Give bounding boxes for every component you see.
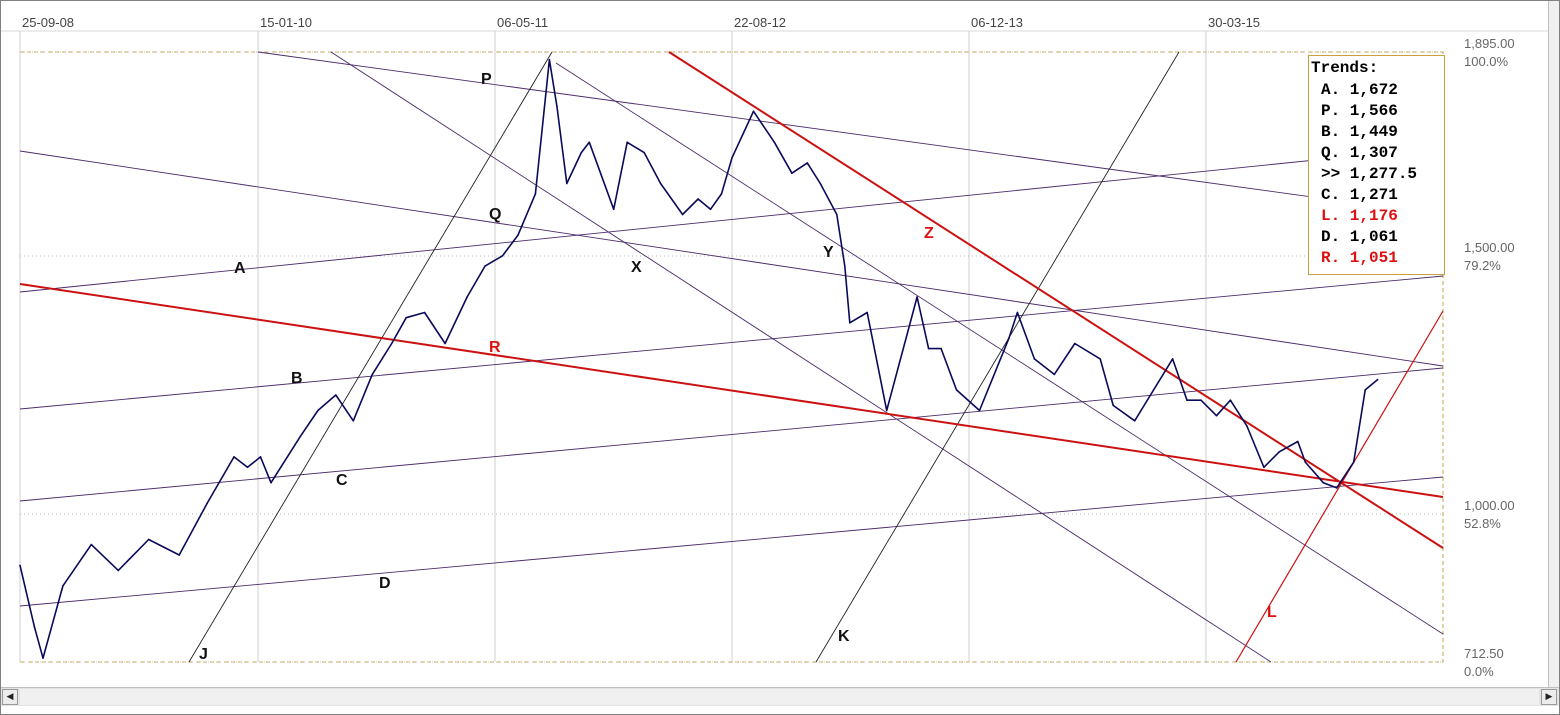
date-tick-label: 22-08-12 <box>734 15 786 30</box>
trend-row-q: Q. 1,307 <box>1321 144 1398 162</box>
pct-tick-label: 100.0% <box>1464 54 1509 69</box>
trend-row-p: P. 1,566 <box>1321 102 1398 120</box>
pct-tick-label: 79.2% <box>1464 258 1501 273</box>
trend-row-current: >> 1,277.5 <box>1321 165 1418 183</box>
price-chart: 25-09-08 15-01-10 06-05-11 22-08-12 06-12-13… <box>1 15 1548 679</box>
trend-row-l: L. 1,176 <box>1321 207 1398 225</box>
trends-title: Trends: <box>1311 59 1379 77</box>
trend-row-a: A. 1,672 <box>1321 81 1398 99</box>
date-tick-label: 15-01-10 <box>260 15 312 30</box>
horizontal-scrollbar[interactable]: ◀ ▶ <box>1 687 1559 706</box>
trend-label-q: Q <box>489 206 501 223</box>
scrollbar-track[interactable] <box>20 689 1539 705</box>
trend-line-k <box>815 51 1180 663</box>
date-tick-label: 06-12-13 <box>971 15 1023 30</box>
trend-label-x: X <box>631 259 642 276</box>
trend-label-d: D <box>379 575 391 592</box>
arrow-right-icon[interactable]: ▶ <box>1541 689 1557 705</box>
trend-label-r: R <box>489 339 501 356</box>
trend-line-c <box>19 367 1444 502</box>
price-tick-label: 1,500.00 <box>1464 240 1515 255</box>
trend-row-c: C. 1,271 <box>1321 186 1398 204</box>
trend-line-z <box>668 51 1444 549</box>
trend-line-d <box>19 476 1444 607</box>
trend-label-k: K <box>838 628 850 645</box>
price-series-line <box>19 58 1379 659</box>
right-edge-strip <box>1548 1 1559 687</box>
price-tick-label: 712.50 <box>1464 646 1504 661</box>
trend-label-b: B <box>291 370 303 387</box>
trend-line-p <box>257 51 1444 216</box>
trend-label-y: Y <box>823 244 834 261</box>
trend-line-q <box>19 150 1444 367</box>
trend-line-x <box>330 51 1272 663</box>
trend-line-l <box>1235 310 1444 663</box>
trend-label-j: J <box>199 646 208 663</box>
trend-row-d: D. 1,061 <box>1321 228 1398 246</box>
trend-label-l: L <box>1267 604 1277 621</box>
trend-label-p: P <box>481 71 492 88</box>
price-tick-label: 1,000.00 <box>1464 498 1515 513</box>
price-tick-label: 1,895.00 <box>1464 36 1515 51</box>
trend-row-r: R. 1,051 <box>1321 249 1398 267</box>
trend-line-y <box>555 62 1444 635</box>
pct-tick-label: 0.0% <box>1464 664 1494 679</box>
date-tick-label: 25-09-08 <box>22 15 74 30</box>
trend-line-a <box>19 146 1444 293</box>
date-tick-label: 06-05-11 <box>497 15 548 30</box>
pct-tick-label: 52.8% <box>1464 516 1501 531</box>
trend-label-a: A <box>234 260 246 277</box>
trend-line-j <box>188 51 553 663</box>
trend-line-r <box>19 283 1444 498</box>
trend-label-c: C <box>336 472 348 489</box>
trend-label-z: Z <box>924 225 934 242</box>
date-tick-label: 30-03-15 <box>1208 15 1260 30</box>
trend-row-b: B. 1,449 <box>1321 123 1398 141</box>
trend-line-b <box>19 275 1444 410</box>
trends-legend: Trends: A. 1,672 P. 1,566 B. 1,449 Q. 1,… <box>1308 55 1445 275</box>
arrow-left-icon[interactable]: ◀ <box>2 689 18 705</box>
